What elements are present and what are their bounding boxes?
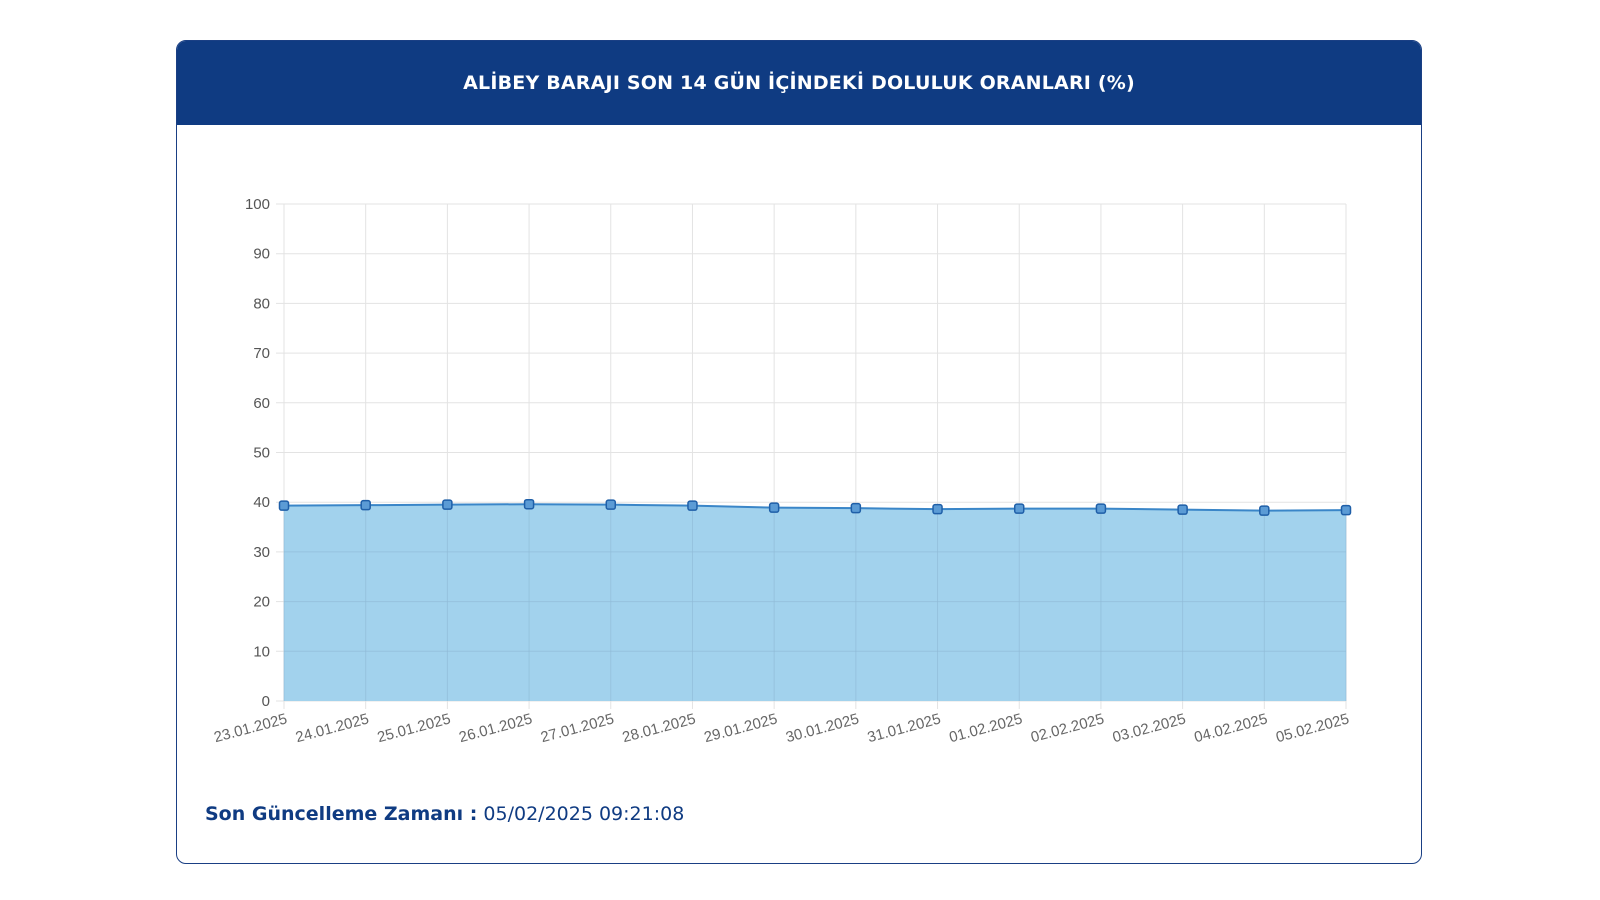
x-tick-label: 04.02.2025 [1192, 710, 1269, 746]
series-area [284, 504, 1346, 701]
y-tick-label: 0 [262, 693, 270, 710]
y-tick-label: 10 [253, 643, 270, 660]
data-point [1259, 505, 1270, 516]
x-tick-label: 26.01.2025 [457, 710, 534, 746]
data-point [360, 499, 371, 511]
data-point [768, 502, 780, 513]
last-update-label: Son Güncelleme Zamanı : [205, 803, 478, 825]
data-point [605, 499, 617, 510]
y-tick-label: 30 [253, 544, 270, 561]
y-tick-label: 40 [253, 494, 270, 511]
series-line [283, 503, 1347, 512]
chart-area: 0 10 20 30 40 50 60 70 80 90 100 23.01.2025 24.01.20… [177, 125, 1421, 775]
data-point [850, 502, 862, 514]
x-tick-label: 31.01.2025 [866, 710, 943, 746]
data-point [523, 498, 535, 510]
y-tick-label: 80 [253, 295, 270, 312]
data-point [1013, 503, 1025, 514]
data-point [278, 500, 290, 511]
data-point [932, 503, 943, 515]
y-tick-label: 90 [253, 246, 270, 263]
y-tick-label: 60 [253, 395, 270, 412]
x-tick-label: 03.02.2025 [1111, 710, 1188, 746]
data-point [1177, 504, 1188, 515]
chart-title: ALİBEY BARAJI SON 14 GÜN İÇİNDEKİ DOLULU… [463, 72, 1135, 94]
x-tick-label: 02.02.2025 [1029, 710, 1106, 746]
x-tick-label: 28.01.2025 [621, 710, 698, 746]
data-point [687, 500, 698, 511]
data-point [1095, 503, 1107, 514]
data-point [1340, 504, 1352, 516]
x-tick-label: 25.01.2025 [376, 710, 453, 746]
last-update: Son Güncelleme Zamanı : 05/02/2025 09:21… [205, 803, 684, 825]
chart-svg: 0 10 20 30 40 50 60 70 80 90 100 23.01.2025 24.01.20… [212, 196, 1352, 746]
y-tick-label: 100 [245, 196, 270, 213]
x-tick-label: 30.01.2025 [784, 710, 861, 746]
x-tick-label: 24.01.2025 [294, 710, 371, 746]
data-point [442, 499, 453, 510]
y-tick-label: 50 [253, 445, 270, 462]
x-tick-label: 29.01.2025 [702, 710, 779, 746]
last-update-value: 05/02/2025 09:21:08 [483, 803, 685, 825]
x-tick-label: 05.02.2025 [1274, 710, 1351, 746]
x-tick-label: 23.01.2025 [212, 710, 289, 746]
y-tick-label: 70 [253, 345, 270, 362]
chart-card: ALİBEY BARAJI SON 14 GÜN İÇİNDEKİ DOLULU… [176, 40, 1422, 864]
card-header: ALİBEY BARAJI SON 14 GÜN İÇİNDEKİ DOLULU… [177, 41, 1421, 125]
x-tick-label: 27.01.2025 [539, 710, 616, 746]
x-tick-label: 01.02.2025 [947, 710, 1024, 746]
y-tick-label: 20 [253, 594, 270, 611]
